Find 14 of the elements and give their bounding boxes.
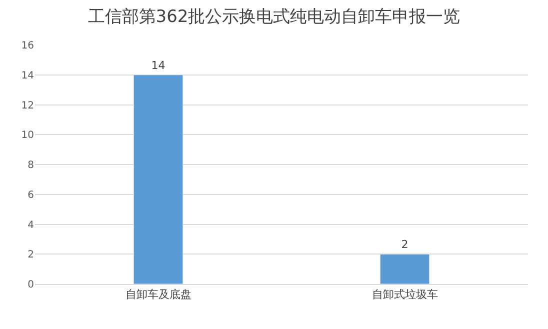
y-tick-label: 10 [21, 130, 34, 142]
data-label: 14 [151, 58, 166, 72]
y-tick-label: 12 [21, 100, 34, 112]
data-label: 2 [401, 238, 408, 252]
y-tick-label: 16 [21, 40, 34, 52]
y-tick-label: 14 [21, 70, 34, 82]
y-tick-label: 6 [28, 190, 34, 201]
x-tick-label: 自卸车及底盘 [125, 288, 192, 302]
y-tick-label: 8 [28, 160, 34, 171]
x-tick-label: 自卸式垃圾车 [372, 288, 438, 302]
y-tick-label: 0 [28, 280, 34, 290]
y-tick-label: 2 [28, 250, 34, 261]
y-tick-label: 4 [28, 220, 34, 231]
chart-title: 工信部第362批公示换电式纯电动自卸车申报一览 [88, 6, 460, 27]
